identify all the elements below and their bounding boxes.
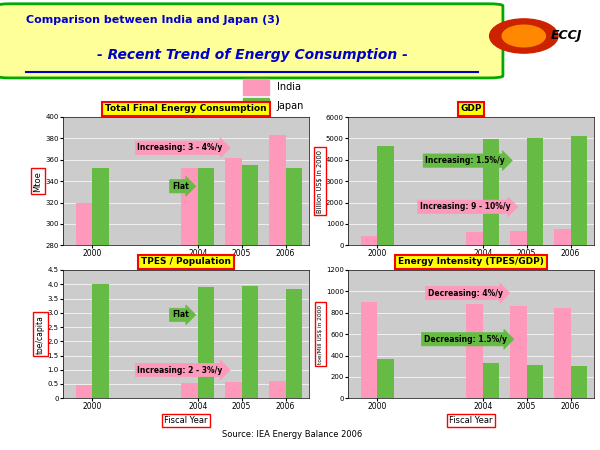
X-axis label: Fiscal Year: Fiscal Year — [449, 416, 493, 425]
Bar — [242, 79, 269, 95]
Bar — [483, 140, 499, 245]
Bar — [361, 302, 377, 398]
Text: Flat: Flat — [172, 310, 188, 320]
X-axis label: Fiscal Year: Fiscal Year — [164, 263, 208, 272]
Text: Decreasing: 4%/y: Decreasing: 4%/y — [428, 288, 503, 297]
Bar — [269, 135, 286, 450]
Bar — [527, 139, 543, 245]
Bar — [286, 168, 302, 450]
Circle shape — [502, 25, 545, 47]
X-axis label: Fiscal Year: Fiscal Year — [164, 416, 208, 425]
Y-axis label: Billion US$ in 2000: Billion US$ in 2000 — [317, 149, 323, 213]
Circle shape — [490, 19, 558, 53]
Title: TPES / Population: TPES / Population — [141, 257, 231, 266]
Bar — [269, 381, 286, 398]
Bar — [361, 236, 377, 245]
X-axis label: Fiscal Year: Fiscal Year — [449, 263, 493, 272]
Bar — [554, 229, 571, 245]
Y-axis label: toe/Mill US$ in 2000: toe/Mill US$ in 2000 — [318, 305, 323, 364]
Bar — [242, 99, 269, 114]
Text: Increasing: 9 - 10%/y: Increasing: 9 - 10%/y — [420, 202, 511, 211]
Text: Increasing: 3 - 4%/y: Increasing: 3 - 4%/y — [137, 143, 223, 152]
Text: Increasing: 1.5%/y: Increasing: 1.5%/y — [425, 156, 505, 165]
Bar — [92, 168, 109, 450]
Text: India: India — [277, 82, 301, 92]
Bar — [510, 231, 527, 245]
Title: Energy Intensity (TPES/GDP): Energy Intensity (TPES/GDP) — [398, 257, 544, 266]
Text: Source: IEA Energy Balance 2006: Source: IEA Energy Balance 2006 — [222, 430, 362, 439]
Text: - Recent Trend of Energy Consumption -: - Recent Trend of Energy Consumption - — [97, 48, 407, 62]
Text: Increasing: 2 - 3%/y: Increasing: 2 - 3%/y — [137, 365, 223, 374]
Text: Comparison between India and Japan (3): Comparison between India and Japan (3) — [26, 15, 280, 25]
Text: Flat: Flat — [172, 182, 188, 191]
Bar — [242, 286, 258, 398]
Bar — [527, 365, 543, 398]
Bar — [466, 304, 483, 398]
Bar — [181, 383, 198, 398]
Bar — [377, 146, 394, 245]
Bar — [483, 363, 499, 398]
Bar — [286, 288, 302, 398]
Bar — [198, 168, 214, 450]
Bar — [92, 284, 109, 398]
Title: GDP: GDP — [460, 104, 482, 113]
Bar — [377, 359, 394, 398]
Bar — [76, 385, 92, 398]
FancyBboxPatch shape — [0, 4, 503, 78]
Y-axis label: Mtoe: Mtoe — [34, 171, 43, 192]
Bar — [571, 136, 587, 245]
Bar — [571, 366, 587, 398]
Bar — [554, 309, 571, 398]
Bar — [225, 382, 242, 398]
Bar — [225, 158, 242, 450]
Bar — [510, 306, 527, 398]
Y-axis label: toe/capita: toe/capita — [36, 315, 45, 354]
Text: Japan: Japan — [277, 101, 304, 111]
Bar — [466, 232, 483, 245]
Bar — [181, 168, 198, 450]
Bar — [198, 287, 214, 398]
Bar — [76, 202, 92, 450]
Bar — [242, 165, 258, 450]
Title: Total Final Energy Consumption: Total Final Energy Consumption — [105, 104, 267, 113]
Text: ECCJ: ECCJ — [551, 30, 582, 42]
Text: Decreasing: 1.5%/y: Decreasing: 1.5%/y — [424, 335, 506, 344]
